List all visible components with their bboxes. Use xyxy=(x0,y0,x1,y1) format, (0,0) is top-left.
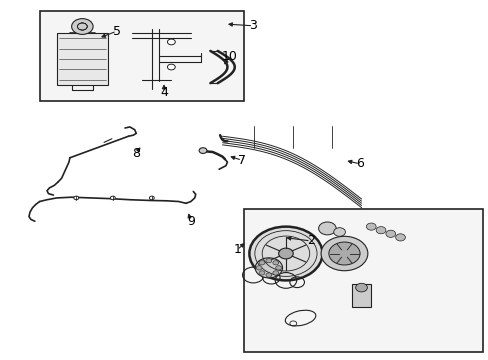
FancyBboxPatch shape xyxy=(351,284,370,307)
Circle shape xyxy=(167,64,175,70)
FancyBboxPatch shape xyxy=(244,209,483,352)
Circle shape xyxy=(249,226,322,280)
FancyBboxPatch shape xyxy=(57,33,108,85)
Text: 2: 2 xyxy=(306,234,314,247)
Circle shape xyxy=(199,148,206,153)
Text: 7: 7 xyxy=(238,154,245,167)
Text: 1: 1 xyxy=(233,243,241,256)
Circle shape xyxy=(255,258,282,278)
FancyBboxPatch shape xyxy=(40,12,244,101)
Circle shape xyxy=(259,271,264,275)
Circle shape xyxy=(275,266,281,270)
Text: 10: 10 xyxy=(222,50,237,63)
Circle shape xyxy=(272,261,278,265)
Circle shape xyxy=(318,222,335,235)
Circle shape xyxy=(321,236,367,271)
Text: 4: 4 xyxy=(160,86,168,99)
Text: 8: 8 xyxy=(132,147,140,159)
Circle shape xyxy=(265,258,271,263)
Circle shape xyxy=(278,248,293,259)
Circle shape xyxy=(355,283,366,292)
Circle shape xyxy=(167,39,175,45)
Text: 5: 5 xyxy=(113,25,121,38)
Circle shape xyxy=(272,271,278,275)
Text: 3: 3 xyxy=(249,19,257,32)
Circle shape xyxy=(366,223,375,230)
Circle shape xyxy=(149,196,154,200)
Circle shape xyxy=(395,234,405,241)
Circle shape xyxy=(259,261,264,265)
Text: 6: 6 xyxy=(355,157,363,170)
Text: 9: 9 xyxy=(186,215,194,228)
Circle shape xyxy=(333,228,345,236)
Circle shape xyxy=(265,273,271,277)
Circle shape xyxy=(375,226,385,234)
Circle shape xyxy=(256,266,262,270)
Circle shape xyxy=(72,19,93,35)
Circle shape xyxy=(328,242,359,265)
Circle shape xyxy=(74,196,79,200)
Circle shape xyxy=(110,196,115,200)
Circle shape xyxy=(385,230,395,237)
